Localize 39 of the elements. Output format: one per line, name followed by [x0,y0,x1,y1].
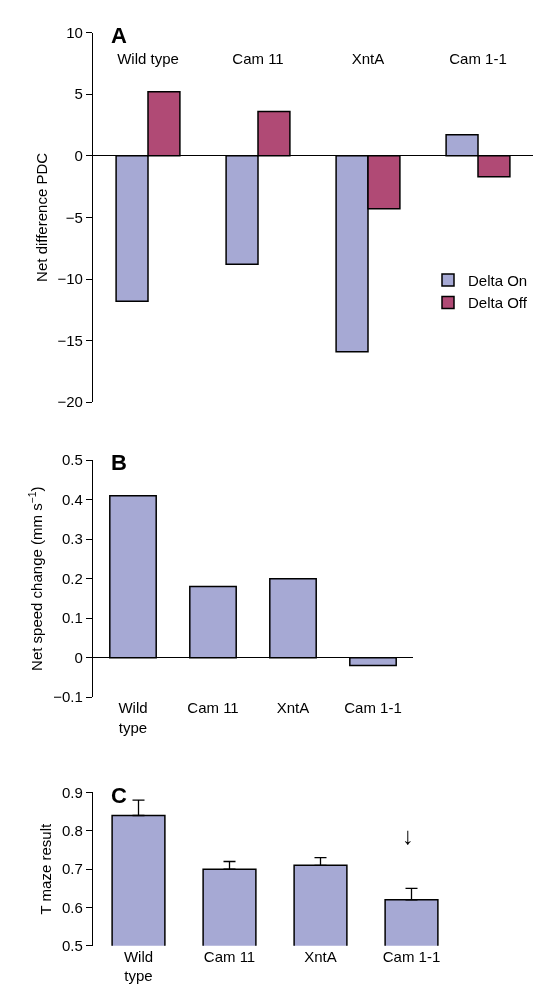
x-tick-label: XntA [304,947,337,965]
legend-label: Delta On [468,271,528,289]
y-tick-label: 0 [74,648,83,666]
chart-title: A [111,23,127,48]
y-tick-label: 0.8 [61,822,83,840]
x-tick-label: Wild type [117,50,179,68]
x-tick-label: Cam 1-1 [449,50,507,68]
y-axis-title: T maze result [37,823,55,915]
y-tick-label: 0 [74,147,83,165]
chart-title: B [111,450,127,475]
x-tick-label: Cam 11 [203,947,256,965]
chart-title: C [111,783,127,808]
x-tick-label: Cam 1-1 [382,947,441,965]
annotation: ↓ [402,822,414,849]
x-tick-label: Cam 11 [187,699,239,717]
y-tick-label: 10 [66,23,83,41]
x-tick-label: Cam 11 [232,50,284,68]
y-tick-label: −10 [57,270,83,288]
x-tick-label: XntA [276,699,310,717]
y-tick-label: 0.1 [61,609,83,627]
y-tick-label: 0.2 [61,569,83,587]
y-tick-label: 5 [74,85,83,103]
y-tick-label: −20 [57,393,83,411]
y-tick-label: 0.4 [61,490,83,508]
x-tick-label: Cam 1-1 [344,699,402,717]
y-tick-label: 0.5 [61,451,83,469]
y-tick-label: 0.6 [61,898,83,916]
y-tick-label: −5 [65,208,83,226]
legend-label: Delta Off [468,294,528,312]
y-axis-title: Net difference PDC [32,152,50,282]
y-tick-label: −0.1 [53,688,83,706]
x-tick-label: XntA [351,50,385,68]
y-tick-label: −15 [57,331,83,349]
y-tick-label: 0.5 [61,937,83,955]
y-tick-label: 0.3 [61,530,83,548]
x-tick-label: Wild type [123,947,154,985]
y-tick-label: 0.7 [61,860,83,878]
x-tick-label: Wild type [118,699,148,736]
y-tick-label: 0.9 [61,783,83,801]
